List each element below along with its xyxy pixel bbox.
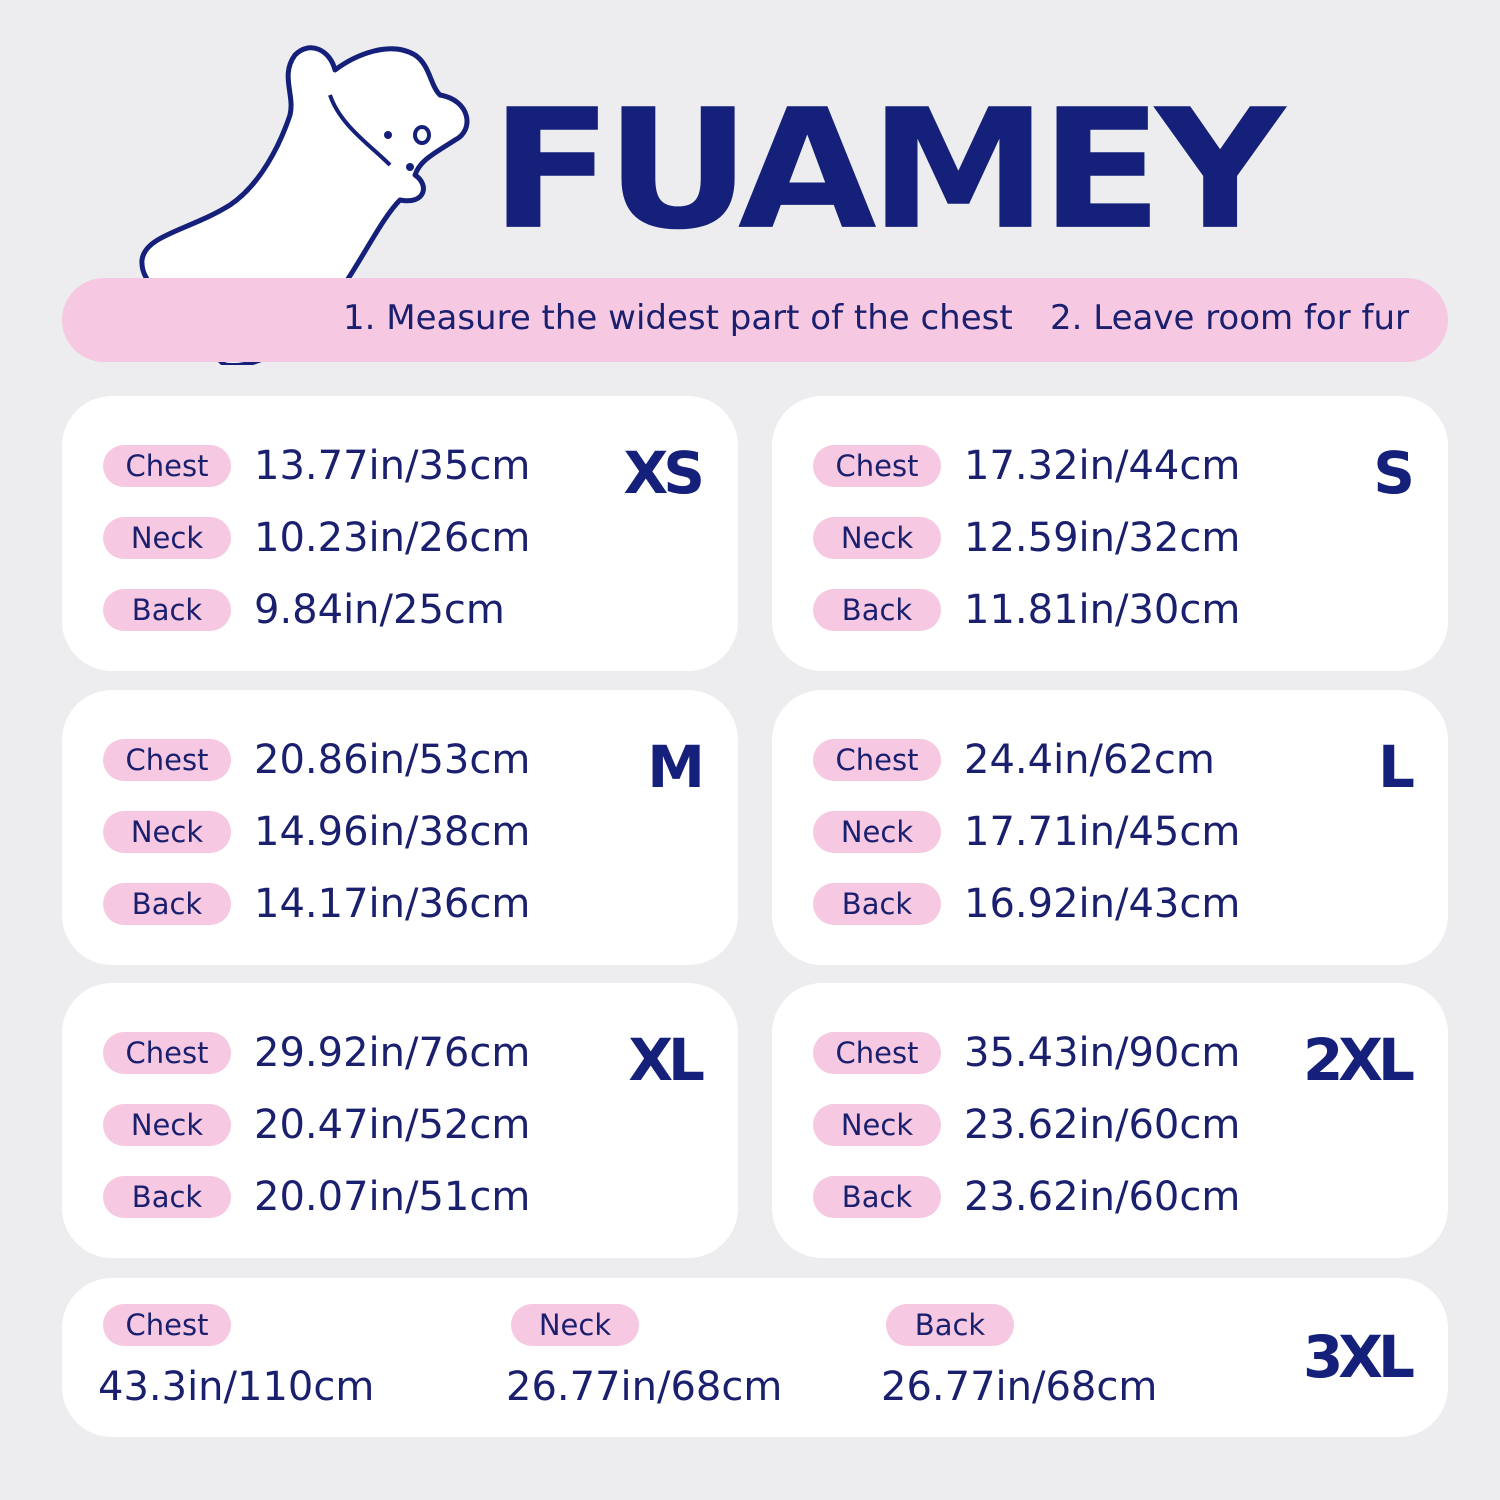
size-label: S (1373, 439, 1415, 507)
chest-measurement: 24.4in/62cm (964, 737, 1215, 783)
size-card-l: Chest 24.4in/62cm Neck 17.71in/45cm Back 16.9… (772, 690, 1448, 965)
tip-measure-chest: 1. Measure the widest part of the chest (343, 298, 1013, 338)
back-label-pill: Back (813, 1176, 941, 1218)
back-label-pill: Back (886, 1304, 1014, 1346)
neck-measurement: 10.23in/26cm (254, 515, 531, 561)
back-measurement: 20.07in/51cm (254, 1174, 531, 1220)
back-label-pill: Back (813, 883, 941, 925)
chest-label-pill: Chest (813, 445, 941, 487)
size-card-xl: Chest 29.92in/76cm Neck 20.47in/52cm Back 20.… (62, 983, 738, 1258)
neck-measurement: 12.59in/32cm (964, 515, 1241, 561)
size-card-m: Chest 20.86in/53cm Neck 14.96in/38cm Back 14.… (62, 690, 738, 965)
back-measurement: 14.17in/36cm (254, 881, 531, 927)
size-label: XL (628, 1026, 705, 1094)
chest-label-pill: Chest (103, 445, 231, 487)
neck-measurement: 26.77in/68cm (506, 1364, 783, 1410)
neck-label-pill: Neck (511, 1304, 639, 1346)
back-measurement: 16.92in/43cm (964, 881, 1241, 927)
neck-label-pill: Neck (813, 1104, 941, 1146)
back-label-pill: Back (103, 1176, 231, 1218)
chest-label-pill: Chest (103, 1032, 231, 1074)
size-label: 2XL (1302, 1026, 1415, 1094)
back-label-pill: Back (103, 589, 231, 631)
neck-label-pill: Neck (813, 811, 941, 853)
chest-measurement: 35.43in/90cm (964, 1030, 1241, 1076)
size-card-s: Chest 17.32in/44cm Neck 12.59in/32cm Back 11.… (772, 396, 1448, 671)
neck-label-pill: Neck (103, 1104, 231, 1146)
chest-measurement: 20.86in/53cm (254, 737, 531, 783)
neck-measurement: 17.71in/45cm (964, 809, 1241, 855)
neck-label-pill: Neck (813, 517, 941, 559)
back-measurement: 26.77in/68cm (881, 1364, 1158, 1410)
chest-measurement: 29.92in/76cm (254, 1030, 531, 1076)
back-label-pill: Back (103, 883, 231, 925)
neck-label-pill: Neck (103, 517, 231, 559)
size-label: 3XL (1302, 1323, 1415, 1391)
back-label-pill: Back (813, 589, 941, 631)
chest-measurement: 13.77in/35cm (254, 443, 531, 489)
size-card-3xl: Chest 43.3in/110cm Neck 26.77in/68cm Back 26.… (62, 1278, 1448, 1437)
neck-measurement: 14.96in/38cm (254, 809, 531, 855)
chest-label-pill: Chest (813, 739, 941, 781)
size-card-2xl: Chest 35.43in/90cm Neck 23.62in/60cm Back 23.… (772, 983, 1448, 1258)
neck-label-pill: Neck (103, 811, 231, 853)
back-measurement: 23.62in/60cm (964, 1174, 1241, 1220)
size-card-xs: Chest 13.77in/35cm Neck 10.23in/26cm Back 9.8… (62, 396, 738, 671)
size-label: M (647, 733, 705, 801)
neck-measurement: 20.47in/52cm (254, 1102, 531, 1148)
chest-label-pill: Chest (813, 1032, 941, 1074)
measuring-tips-banner: 1. Measure the widest part of the chest … (62, 278, 1448, 362)
chest-label-pill: Chest (103, 739, 231, 781)
size-label: L (1378, 733, 1415, 801)
back-measurement: 9.84in/25cm (254, 587, 505, 633)
chest-label-pill: Chest (103, 1304, 231, 1346)
size-label: XS (623, 439, 705, 507)
chest-measurement: 17.32in/44cm (964, 443, 1241, 489)
chest-measurement: 43.3in/110cm (98, 1364, 375, 1410)
tip-leave-room: 2. Leave room for fur (1050, 298, 1410, 338)
brand-logo: FUAMEY (490, 74, 1285, 267)
neck-measurement: 23.62in/60cm (964, 1102, 1241, 1148)
back-measurement: 11.81in/30cm (964, 587, 1241, 633)
